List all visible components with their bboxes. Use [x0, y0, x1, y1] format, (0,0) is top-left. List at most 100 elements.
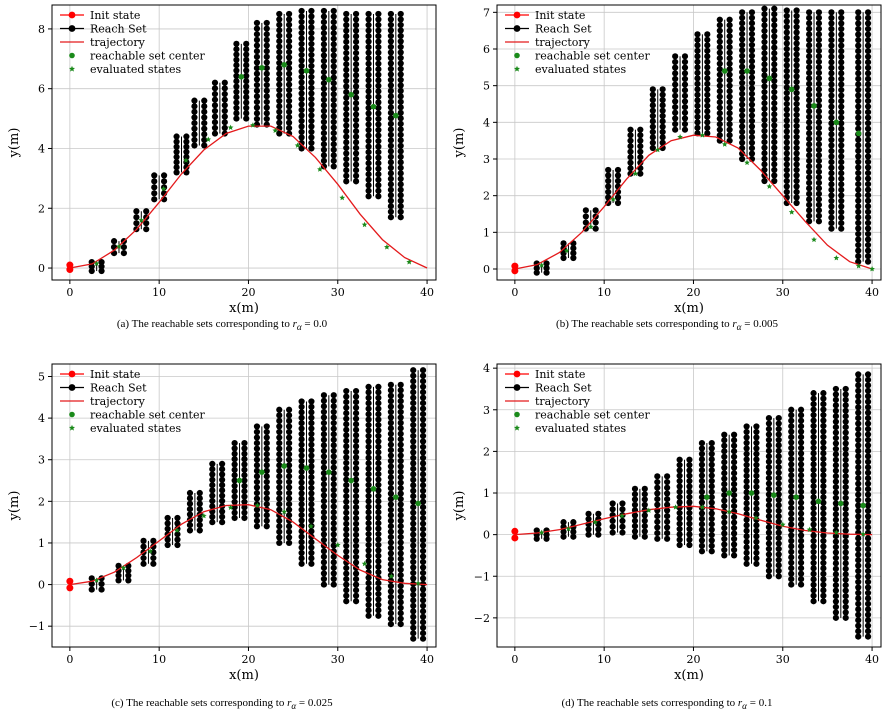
reach-set-point	[855, 142, 862, 149]
reach-set-point	[253, 467, 261, 474]
reach-set-point	[352, 105, 360, 112]
legend-reach-marker	[68, 25, 76, 32]
reach-set-point	[788, 477, 795, 484]
reach-set-point	[721, 513, 728, 521]
reach-set-point	[664, 507, 671, 514]
reach-set-point	[797, 532, 805, 539]
plot-frame	[496, 363, 882, 648]
reach-set-point	[739, 14, 746, 21]
reach-set-point	[253, 445, 261, 452]
reach-set-point	[864, 486, 872, 493]
reach-set-point	[570, 519, 577, 526]
reach-set-point	[842, 511, 849, 518]
reach-set-point	[726, 132, 733, 139]
reach-set-point	[739, 150, 746, 157]
reach-set-point	[820, 477, 827, 484]
reach-set-point	[739, 41, 746, 49]
reach-set-point	[820, 510, 827, 517]
reach-set-point	[806, 174, 813, 181]
reach-set-point	[365, 470, 372, 478]
reach-set-point	[375, 454, 382, 461]
reach-set-point	[681, 109, 689, 116]
reach-set-point	[233, 40, 240, 47]
reach-set-point	[196, 495, 203, 502]
y-tick-label: 5	[483, 80, 490, 93]
reach-set-center-point	[259, 469, 265, 476]
reach-set-point	[375, 132, 382, 139]
reach-set-point	[864, 9, 872, 16]
legend-label: Reach Set	[90, 23, 147, 36]
reach-set-point	[276, 473, 283, 480]
reach-set-point	[276, 484, 283, 491]
reach-set-point	[276, 489, 283, 497]
reach-set-point	[704, 97, 711, 104]
reach-set-point	[330, 63, 337, 70]
reach-set-point	[748, 41, 756, 49]
reach-set-point	[753, 467, 760, 474]
reach-set-point	[828, 114, 835, 121]
reach-set-point	[637, 143, 644, 150]
reach-set-point	[253, 36, 261, 43]
reach-set-point	[828, 86, 835, 94]
reach-set-point	[730, 524, 738, 532]
reach-set-point	[276, 59, 283, 66]
reach-set-point	[221, 113, 228, 120]
reach-set-point	[855, 247, 862, 254]
reach-set-point	[765, 431, 773, 438]
reach-set-point	[231, 439, 238, 447]
reach-set-point	[174, 536, 181, 543]
reach-set-point	[788, 455, 795, 463]
legend-label: Init state	[90, 368, 140, 381]
reach-set-point	[838, 164, 845, 171]
reach-set-point	[375, 44, 382, 51]
reach-set-point	[815, 152, 823, 159]
reach-set-point	[160, 178, 168, 185]
reach-set-point	[765, 513, 773, 520]
reach-set-point	[609, 500, 616, 507]
reach-set-point	[365, 77, 372, 84]
reach-set-point	[419, 410, 427, 418]
reach-set-point	[585, 531, 592, 538]
reach-set-point	[676, 531, 683, 538]
reach-set-point	[276, 119, 283, 126]
reach-set-point	[397, 98, 404, 105]
reach-set-point	[397, 403, 404, 410]
reach-set-point	[832, 592, 840, 600]
reach-set-point	[864, 502, 872, 509]
reach-set-point	[793, 122, 800, 130]
reach-set-point	[855, 253, 862, 260]
reach-set-point	[285, 38, 293, 45]
reach-set-point	[285, 445, 293, 452]
reach-set-point	[726, 16, 733, 23]
reach-set-point	[343, 581, 350, 588]
reach-set-point	[151, 190, 158, 197]
reach-set-point	[864, 108, 872, 116]
reach-set-point	[285, 76, 293, 83]
reach-set-point	[308, 112, 315, 119]
reach-set-point	[560, 528, 567, 535]
evaluated-state-point	[677, 134, 683, 140]
reach-set-point	[838, 170, 845, 177]
reach-set-point	[716, 49, 723, 56]
reach-set-point	[619, 506, 626, 513]
reach-set-point	[285, 439, 293, 447]
reach-set-point	[783, 133, 790, 141]
reach-set-point	[855, 502, 862, 509]
reach-set-point	[659, 123, 666, 130]
reach-set-point	[797, 488, 805, 495]
reach-set-point	[855, 382, 862, 389]
reach-set-point	[308, 18, 315, 26]
reach-set-point	[771, 100, 778, 107]
reach-set-center-point	[326, 469, 332, 476]
reach-set-point	[276, 65, 283, 72]
reach-set-point	[365, 154, 372, 161]
reach-set-point	[753, 450, 760, 457]
reach-set-point	[365, 394, 372, 401]
reach-set-point	[855, 567, 862, 575]
reach-set-point	[765, 447, 773, 454]
reach-set-point	[397, 186, 404, 193]
reach-set-point	[375, 21, 382, 29]
reach-set-point	[231, 493, 238, 500]
reach-set-point	[343, 83, 350, 90]
